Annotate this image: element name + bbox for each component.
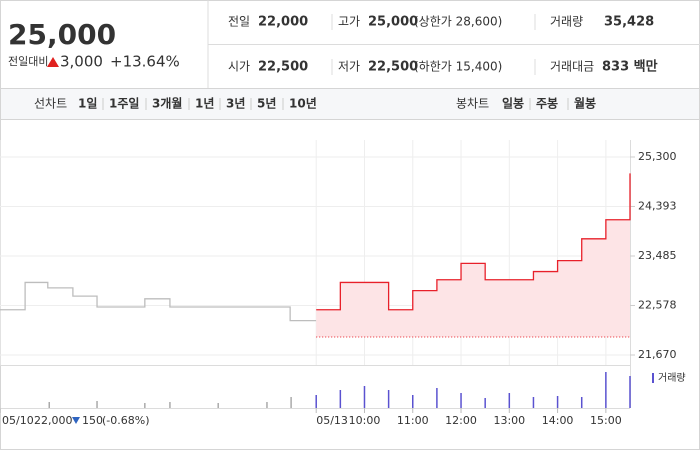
stat-label: 시가 <box>228 60 250 74</box>
x-tick-label: 14:00 <box>542 414 574 427</box>
x-tick-label: 05/10 <box>2 414 34 427</box>
tab[interactable]: 3개월 <box>152 96 182 111</box>
y-tick-label: 22,578 <box>638 298 677 311</box>
change: 3,000 <box>60 53 103 71</box>
stat-label: 거래량 <box>550 15 583 29</box>
y-tick-label: 25,300 <box>638 150 677 163</box>
price-line <box>0 281 317 322</box>
reference-change: 150 <box>82 414 103 427</box>
stat-label: 고가 <box>338 15 360 29</box>
stat-label: 거래대금 <box>550 60 594 74</box>
x-tick-label: 15:00 <box>590 414 622 427</box>
tab[interactable]: 3년 <box>226 97 245 111</box>
area <box>316 173 630 337</box>
price-line <box>316 173 631 311</box>
tab[interactable]: 1주일 <box>109 97 139 111</box>
stat-value: 22,000 <box>258 15 308 30</box>
change-label: 전일대비 <box>8 54 48 68</box>
stat-value: 25,000 <box>368 15 418 30</box>
x-tick-label: 05/13 <box>316 414 348 427</box>
x-tick-label: 11:00 <box>397 414 429 427</box>
legend-label: 거래량 <box>658 372 686 384</box>
stat-note: (하한가 15,400) <box>414 60 502 74</box>
reference-change-pct: (-0.68%) <box>102 414 150 427</box>
x-tick-label: 13:00 <box>493 414 525 427</box>
price: 25,000 <box>8 18 116 51</box>
stat-label: 전일 <box>228 15 250 29</box>
tab[interactable]: 주봉 <box>536 97 558 111</box>
x-tick-label: 10:00 <box>349 414 381 427</box>
tab[interactable]: 10년 <box>289 97 317 111</box>
stat-value: 22,500 <box>368 60 418 75</box>
tab[interactable]: 월봉 <box>574 96 596 111</box>
stat-label: 저가 <box>338 60 360 74</box>
stat-value: 833 백만 <box>602 59 658 75</box>
up-triangle <box>47 57 59 67</box>
y-tick-label: 24,393 <box>638 199 677 212</box>
stat-value: 22,500 <box>258 60 308 75</box>
tab[interactable]: 5년 <box>257 97 276 111</box>
x-tick-label: 12:00 <box>445 414 477 427</box>
tab[interactable]: 일봉 <box>502 97 524 111</box>
tab[interactable]: 1년 <box>195 97 214 111</box>
tab[interactable]: 1일 <box>78 97 97 111</box>
stat-value: 35,428 <box>604 15 654 30</box>
y-tick-label: 21,670 <box>638 348 677 361</box>
stat-note: (상한가 28,600) <box>414 15 502 29</box>
change-pct: +13.64% <box>110 53 180 71</box>
down-triangle <box>72 417 80 424</box>
y-tick-label: 23,485 <box>638 249 677 262</box>
tab-group-label: 선차트 <box>34 97 67 111</box>
tab-group-label: 봉차트 <box>456 97 489 111</box>
reference-price: 22,000 <box>34 414 73 427</box>
